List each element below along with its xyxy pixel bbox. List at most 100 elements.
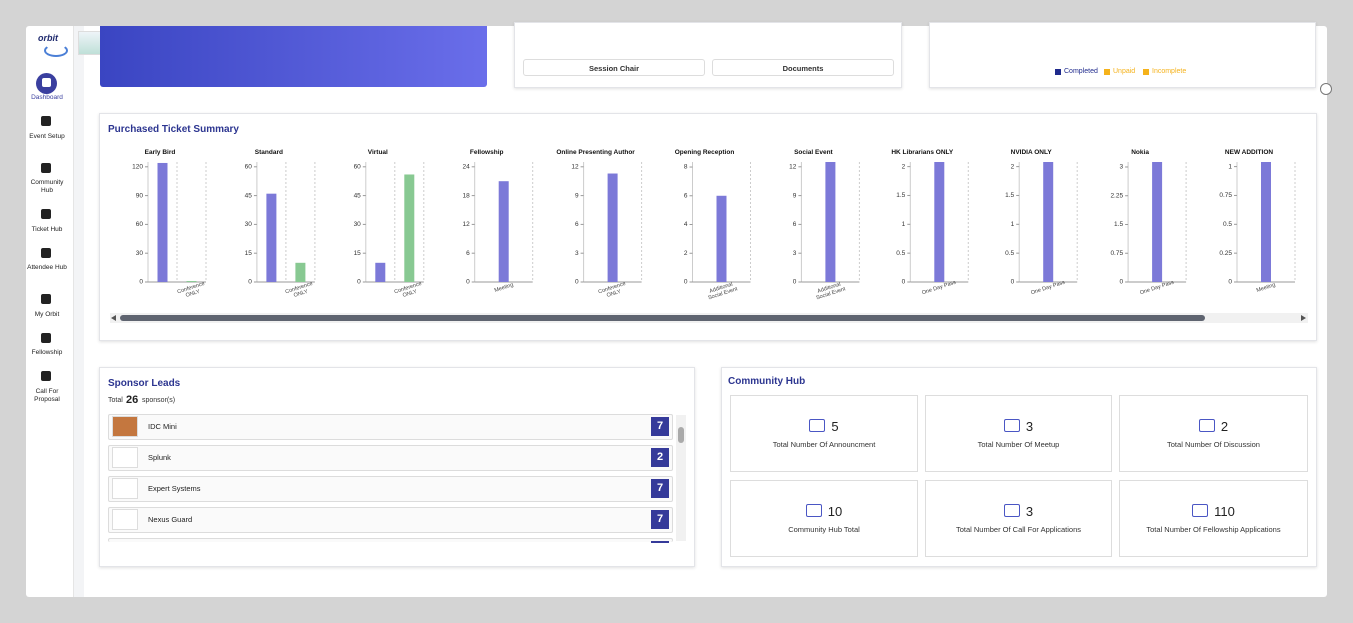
tab-button[interactable]: Session Chair xyxy=(523,59,705,76)
nav-label[interactable]: Attendee Hub xyxy=(27,264,67,271)
stat-label: Total Number Of Call For Applications xyxy=(955,525,1082,534)
nav-label[interactable]: Event Setup xyxy=(29,133,65,140)
stat-icon xyxy=(1003,504,1020,517)
stat-icon xyxy=(809,419,826,432)
stat-row: 10 xyxy=(731,504,917,520)
stat-row: 3 xyxy=(926,419,1111,435)
nav-label[interactable]: Dashboard xyxy=(31,94,63,101)
sponsor-logo xyxy=(112,447,138,468)
stat-tile[interactable]: 10 Community Hub Total xyxy=(730,480,918,557)
sponsor-row[interactable] xyxy=(108,445,673,471)
collapse-button[interactable] xyxy=(1320,83,1332,95)
stat-value: 2 xyxy=(1220,419,1229,434)
tab-button[interactable]: Documents xyxy=(712,59,894,76)
stat-value: 3 xyxy=(1025,419,1034,434)
sponsor-row[interactable] xyxy=(108,538,673,542)
section-title: Purchased Ticket Summary xyxy=(108,124,239,135)
stat-value: 110 xyxy=(1214,504,1235,519)
stat-tile[interactable]: 2 Total Number Of Discussion xyxy=(1119,395,1308,472)
card xyxy=(929,22,1316,88)
list-scroll-thumb[interactable] xyxy=(678,427,684,443)
sponsor-logo xyxy=(112,478,138,499)
nav-label[interactable]: My Orbit xyxy=(34,311,60,318)
sponsor-count: 7 xyxy=(651,510,669,529)
chart-title: Social Event xyxy=(794,149,833,156)
stat-icon xyxy=(1192,504,1209,517)
card xyxy=(514,22,902,88)
total-count: 26 xyxy=(126,394,139,406)
stat-tile[interactable]: 3 Total Number Of Meetup xyxy=(925,395,1112,472)
nav-label[interactable]: Fellowship xyxy=(31,349,63,356)
stat-icon xyxy=(1003,419,1020,432)
list-scrollbar xyxy=(676,415,686,541)
legend-label: Completed xyxy=(1064,68,1098,75)
stat-row: 5 xyxy=(731,419,917,435)
scroll-right[interactable] xyxy=(1301,315,1306,321)
stat-row: 110 xyxy=(1120,504,1307,520)
scrollbar-thumb[interactable] xyxy=(120,315,1205,321)
nav-icon[interactable] xyxy=(41,116,51,126)
nav-label[interactable]: Community Hub xyxy=(30,179,64,194)
nav-label[interactable]: Call For Proposal xyxy=(34,388,60,403)
stat-value: 10 xyxy=(827,504,843,519)
sponsor-count-partial xyxy=(651,541,669,543)
chart-title: Opening Reception xyxy=(674,149,735,156)
legend-label: Incomplete xyxy=(1152,68,1187,75)
stat-tile[interactable]: 3 Total Number Of Call For Applications xyxy=(925,480,1112,557)
total-unit: sponsor(s) xyxy=(142,397,176,404)
legend-swatch xyxy=(1104,69,1110,75)
sponsor-name: IDC Mini xyxy=(148,422,177,431)
chart-title: Early Bird xyxy=(144,149,176,156)
sidebar-divider xyxy=(73,26,84,597)
sponsor-count: 2 xyxy=(651,448,669,467)
stat-label: Total Number Of Discussion xyxy=(1167,440,1260,449)
sponsor-count: 7 xyxy=(651,479,669,498)
sponsor-logo xyxy=(112,416,138,437)
sponsor-name: Splunk xyxy=(148,453,171,462)
logo: orbit xyxy=(38,33,58,43)
nav-icon[interactable] xyxy=(41,248,51,258)
section-title: Sponsor Leads xyxy=(108,378,181,389)
legend-swatch xyxy=(1055,69,1061,75)
chart-title: Online Presenting Author xyxy=(556,149,635,156)
nav-icon[interactable] xyxy=(41,333,51,343)
stat-tile[interactable]: 110 Total Number Of Fellowship Applicatio… xyxy=(1119,480,1308,557)
stat-row: 3 xyxy=(926,504,1111,520)
stat-label: Total Number Of Meetup xyxy=(977,440,1060,449)
stat-icon xyxy=(1198,419,1215,432)
card xyxy=(721,367,1317,567)
banner-gradient xyxy=(100,26,487,87)
scroll-left[interactable] xyxy=(111,315,116,321)
chart-title: Nokia xyxy=(1131,149,1149,156)
sponsor-logo xyxy=(112,509,138,530)
stat-tile[interactable]: 5 Total Number Of Announcment xyxy=(730,395,918,472)
sponsor-row[interactable] xyxy=(108,476,673,502)
chart-title: Standard xyxy=(254,149,283,156)
total-label: Total xyxy=(108,397,123,404)
nav-icon[interactable] xyxy=(41,163,51,173)
nav-icon[interactable] xyxy=(41,371,51,381)
chart-title: NVIDIA ONLY xyxy=(1010,149,1052,156)
event-thumb xyxy=(78,31,102,55)
sponsor-row[interactable] xyxy=(108,414,673,440)
stat-value: 3 xyxy=(1025,504,1034,519)
chart-title: Fellowship xyxy=(469,149,504,156)
section-title: Community Hub xyxy=(728,376,806,387)
nav-icon[interactable] xyxy=(42,78,51,87)
nav-icon[interactable] xyxy=(41,209,51,219)
sponsor-name: Expert Systems xyxy=(148,484,201,493)
sponsor-name: Nexus Guard xyxy=(148,515,193,524)
stat-value: 5 xyxy=(831,419,839,434)
nav-label[interactable]: Ticket Hub xyxy=(31,226,63,233)
legend-label: Unpaid xyxy=(1113,68,1136,75)
logo-swoosh xyxy=(44,44,68,57)
card xyxy=(99,113,1317,341)
stat-row: 2 xyxy=(1120,419,1307,435)
sponsor-row[interactable] xyxy=(108,507,673,533)
chart-title: NEW ADDITION xyxy=(1224,149,1274,156)
chart-title: Virtual xyxy=(367,149,388,156)
nav-icon[interactable] xyxy=(41,294,51,304)
stat-label: Total Number Of Fellowship Applications xyxy=(1146,525,1281,534)
stat-icon xyxy=(805,504,822,517)
